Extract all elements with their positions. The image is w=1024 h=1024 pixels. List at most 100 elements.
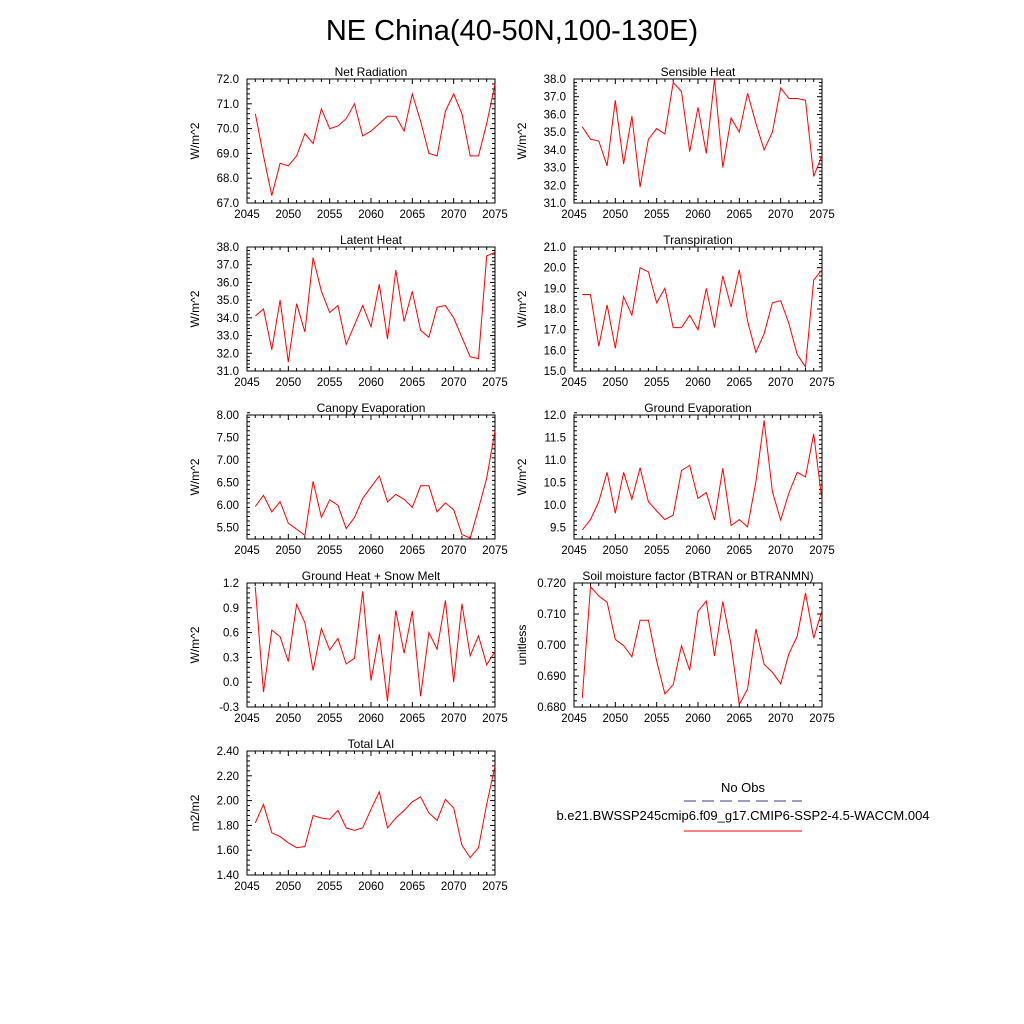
y-tick-label: 7.50	[217, 433, 239, 445]
x-tick-label: 2055	[644, 377, 670, 389]
x-tick-label: 2050	[603, 209, 629, 221]
y-tick-label: 37.0	[544, 92, 566, 104]
x-tick-label: 2075	[809, 545, 835, 557]
y-tick-label: 33.0	[544, 163, 566, 175]
x-tick-label: 2045	[234, 545, 260, 557]
legend-obs-label: No Obs	[721, 780, 766, 795]
y-tick-label: 71.0	[217, 99, 239, 111]
y-tick-label: 37.0	[217, 260, 239, 272]
y-tick-label: 35.0	[544, 127, 566, 139]
y-tick-label: 0.9	[223, 603, 239, 615]
y-tick-label: 35.0	[217, 295, 239, 307]
x-tick-label: 2050	[603, 377, 629, 389]
y-tick-label: 12.0	[544, 410, 566, 422]
x-tick-label: 2075	[482, 545, 508, 557]
x-tick-label: 2055	[317, 713, 343, 725]
panel-ground-evaporation: Ground Evaporation W/m^2 2045 2050 2055 2060 2…	[515, 401, 835, 557]
x-tick-label: 2070	[768, 713, 794, 725]
x-tick-label: 2060	[358, 377, 384, 389]
x-tick-label: 2055	[644, 545, 670, 557]
x-tick-label: 2075	[809, 713, 835, 725]
y-tick-label: 72.0	[217, 74, 239, 86]
y-tick-label: 0.0	[223, 677, 239, 689]
y-tick-label: 33.0	[217, 331, 239, 343]
x-tick-label: 2055	[317, 209, 343, 221]
panel-title: Sensible Heat	[661, 65, 736, 79]
y-tick-label: 11.0	[544, 455, 566, 467]
y-tick-label: 0.680	[537, 702, 566, 714]
series-line	[254, 251, 496, 363]
y-tick-label: 32.0	[217, 348, 239, 360]
series-line	[254, 430, 496, 539]
y-tick-label: 0.6	[223, 628, 239, 640]
x-tick-label: 2070	[441, 209, 467, 221]
y-tick-label: 6.00	[217, 500, 239, 512]
y-tick-label: 32.0	[544, 180, 566, 192]
panel-title: Ground Evaporation	[644, 401, 751, 415]
y-axis-label: m2/m2	[188, 794, 202, 831]
y-tick-label: 38.0	[544, 74, 566, 86]
y-tick-label: 0.720	[537, 578, 566, 590]
x-tick-label: 2065	[727, 713, 753, 725]
x-tick-label: 2075	[482, 377, 508, 389]
y-tick-label: 16.0	[544, 345, 566, 357]
series-line	[254, 765, 496, 859]
series-line	[581, 585, 823, 707]
legend-case-label: b.e21.BWSSP245cmip6.f09_g17.CMIP6-SSP2-4…	[556, 808, 929, 823]
series-line	[254, 83, 496, 196]
y-axis-label: W/m^2	[188, 626, 202, 663]
x-tick-label: 2075	[482, 713, 508, 725]
x-tick-label: 2060	[358, 713, 384, 725]
x-tick-label: 2065	[400, 713, 426, 725]
y-tick-label: 31.0	[217, 366, 239, 378]
y-tick-label: 70.0	[217, 124, 239, 136]
y-tick-label: 69.0	[217, 148, 239, 160]
y-tick-label: 67.0	[217, 198, 239, 210]
x-tick-label: 2045	[561, 209, 587, 221]
y-tick-label: 0.710	[537, 609, 566, 621]
panel-total-lai: Total LAI m2/m2 2045 2050 2055 2060 2065 2070 20…	[188, 737, 508, 893]
y-tick-label: 19.0	[544, 283, 566, 295]
x-tick-label: 2060	[685, 545, 711, 557]
x-tick-label: 2070	[441, 377, 467, 389]
x-tick-label: 2055	[644, 209, 670, 221]
y-tick-label: 11.5	[544, 433, 566, 445]
panel-ground-heat-snow-melt: Ground Heat + Snow Melt W/m^2 2045 2050 2055…	[188, 569, 508, 725]
x-tick-label: 2050	[603, 545, 629, 557]
y-axis-label: W/m^2	[188, 290, 202, 327]
y-tick-label: 20.0	[544, 263, 566, 275]
x-tick-label: 2070	[441, 545, 467, 557]
panel-sensible-heat: Sensible Heat W/m^2 2045 2050 2055 2060 2065 20…	[515, 65, 835, 221]
panel-title: Total LAI	[348, 737, 395, 751]
y-axis-label: W/m^2	[188, 458, 202, 495]
y-tick-label: 8.00	[217, 410, 239, 422]
x-tick-label: 2065	[727, 209, 753, 221]
x-tick-label: 2055	[317, 377, 343, 389]
x-tick-label: 2075	[809, 209, 835, 221]
y-tick-label: -0.3	[219, 702, 239, 714]
panel-canopy-evaporation: Canopy Evaporation W/m^2 2045 2050 2055 2060 2…	[188, 401, 508, 557]
y-tick-label: 68.0	[217, 173, 239, 185]
y-tick-label: 10.0	[544, 500, 566, 512]
x-tick-label: 2045	[234, 881, 260, 893]
x-tick-label: 2075	[482, 881, 508, 893]
y-tick-label: 10.5	[544, 478, 566, 490]
figure-title: NE China(40-50N,100-130E)	[326, 15, 698, 47]
x-tick-label: 2060	[685, 377, 711, 389]
x-tick-label: 2070	[768, 377, 794, 389]
x-tick-label: 2050	[276, 377, 302, 389]
y-axis-label: W/m^2	[515, 290, 529, 327]
chart-panels: Net Radiation W/m^2 2045 2050 2055 2060 2065 20…	[188, 65, 835, 893]
y-tick-label: 2.00	[217, 796, 239, 808]
x-tick-label: 2065	[400, 881, 426, 893]
panel-title: Canopy Evaporation	[317, 401, 426, 415]
y-tick-label: 15.0	[544, 366, 566, 378]
y-tick-label: 7.00	[217, 455, 239, 467]
x-tick-label: 2070	[768, 545, 794, 557]
x-tick-label: 2050	[276, 209, 302, 221]
y-tick-label: 9.5	[550, 523, 566, 535]
y-tick-label: 34.0	[544, 145, 566, 157]
x-tick-label: 2065	[727, 377, 753, 389]
y-tick-label: 18.0	[544, 304, 566, 316]
